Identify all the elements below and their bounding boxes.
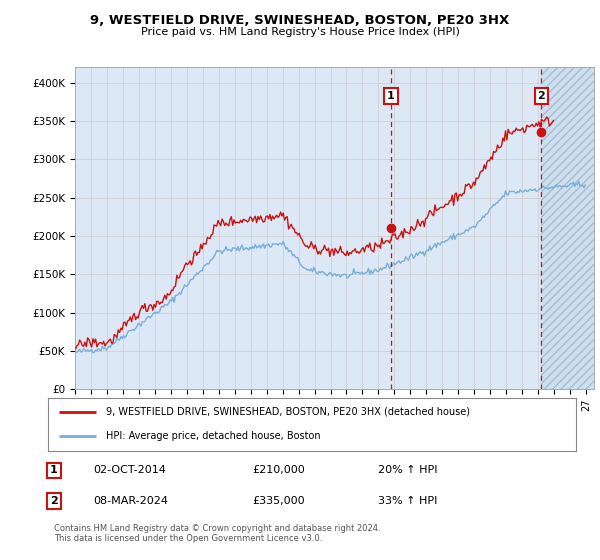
Text: 1: 1 (387, 91, 395, 101)
Text: 02-OCT-2014: 02-OCT-2014 (93, 465, 166, 475)
Text: 9, WESTFIELD DRIVE, SWINESHEAD, BOSTON, PE20 3HX: 9, WESTFIELD DRIVE, SWINESHEAD, BOSTON, … (91, 14, 509, 27)
Text: 08-MAR-2024: 08-MAR-2024 (93, 496, 168, 506)
Text: 2: 2 (538, 91, 545, 101)
Bar (541, 67, 594, 389)
Bar (541, 67, 594, 389)
Text: £210,000: £210,000 (252, 465, 305, 475)
Text: HPI: Average price, detached house, Boston: HPI: Average price, detached house, Bost… (106, 431, 321, 441)
Text: 1: 1 (50, 465, 58, 475)
Text: 2: 2 (50, 496, 58, 506)
Text: 20% ↑ HPI: 20% ↑ HPI (378, 465, 437, 475)
Text: 33% ↑ HPI: 33% ↑ HPI (378, 496, 437, 506)
Text: Price paid vs. HM Land Registry's House Price Index (HPI): Price paid vs. HM Land Registry's House … (140, 27, 460, 37)
Text: 9, WESTFIELD DRIVE, SWINESHEAD, BOSTON, PE20 3HX (detached house): 9, WESTFIELD DRIVE, SWINESHEAD, BOSTON, … (106, 407, 470, 417)
Text: £335,000: £335,000 (252, 496, 305, 506)
Text: Contains HM Land Registry data © Crown copyright and database right 2024.
This d: Contains HM Land Registry data © Crown c… (54, 524, 380, 543)
